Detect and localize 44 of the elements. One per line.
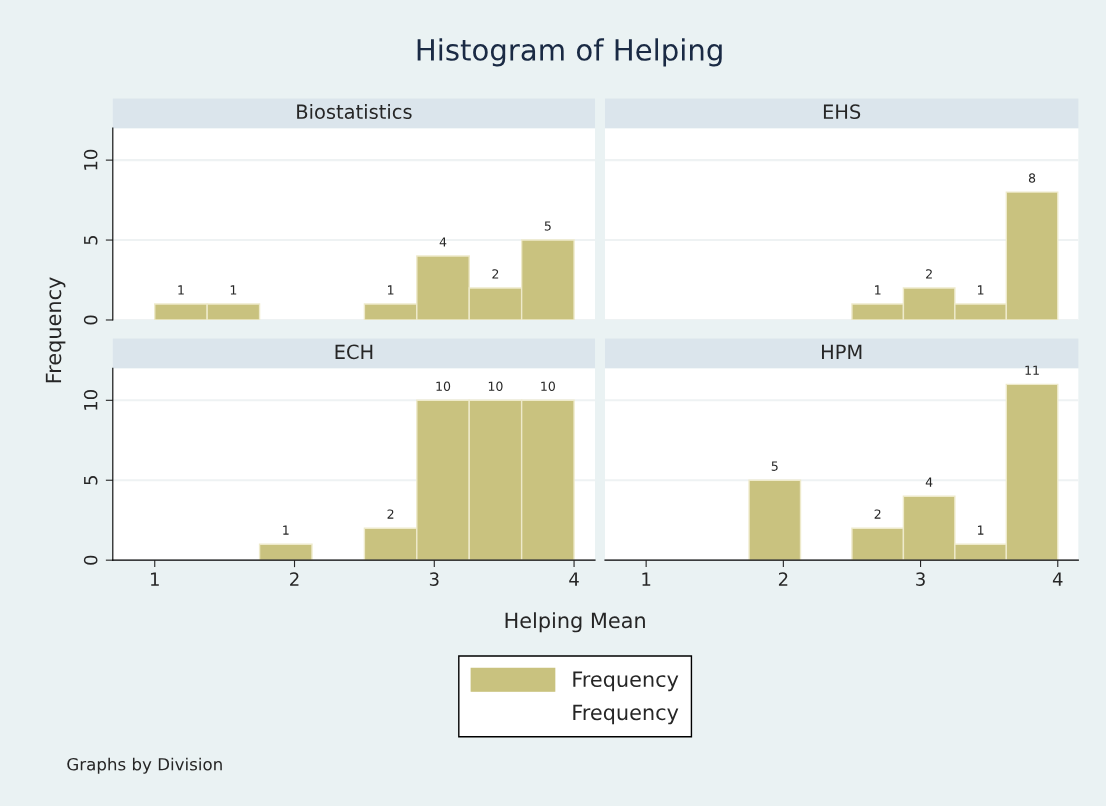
x-tick-label: 3: [429, 572, 439, 586]
y-tick-label: 5: [84, 476, 98, 485]
data-label: 2: [387, 509, 394, 519]
data-label: 5: [771, 461, 778, 471]
data-label: 1: [977, 285, 984, 295]
data-label: 10: [436, 381, 451, 391]
data-label: 10: [488, 381, 503, 391]
chart-subtitle: EHS: [823, 104, 861, 120]
x-tick-label: 4: [569, 572, 579, 586]
data-label: 4: [925, 477, 933, 487]
y-tick-label: 0: [83, 315, 98, 325]
y-tick-label: 0: [83, 555, 98, 565]
y-axis-title: Frequency: [45, 277, 66, 383]
text: Frequency: [573, 704, 679, 725]
data-label: 8: [1028, 173, 1036, 183]
y-tick-label: 10: [83, 149, 98, 170]
data-label: 1: [283, 525, 289, 535]
legend-label: Frequency: [573, 671, 679, 692]
chart-subtitle: Biostatistics: [297, 103, 412, 120]
x-tick-label: 2: [778, 572, 788, 586]
data-label: 5: [544, 221, 551, 231]
data-label: 1: [388, 285, 394, 295]
data-label: 11: [1025, 365, 1039, 375]
data-label: 2: [492, 269, 499, 279]
chart-subtitle: ECH: [335, 344, 373, 360]
x-axis-title: Helping Mean: [505, 612, 645, 633]
data-label: 1: [178, 285, 184, 295]
data-label: 2: [926, 269, 932, 279]
x-tick-label: 2: [290, 572, 299, 586]
data-label: 10: [541, 381, 555, 391]
x-tick-label: 1: [150, 572, 159, 586]
data-label: 4: [439, 237, 447, 247]
y-tick-label: 10: [83, 390, 98, 410]
x-tick-label: 4: [1052, 572, 1063, 586]
x-tick-label: 3: [916, 572, 925, 586]
chart-subtitle: HPM: [822, 344, 862, 359]
x-tick-label: 1: [642, 572, 651, 586]
chart-title: Histogram of Helping: [417, 38, 722, 67]
y-tick-label: 5: [84, 235, 98, 245]
data-label: 2: [874, 509, 881, 519]
data-label: 1: [977, 525, 984, 535]
data-label: 1: [230, 285, 237, 295]
data-label: 1: [875, 285, 881, 295]
text: Graphs by Division: [67, 757, 222, 774]
